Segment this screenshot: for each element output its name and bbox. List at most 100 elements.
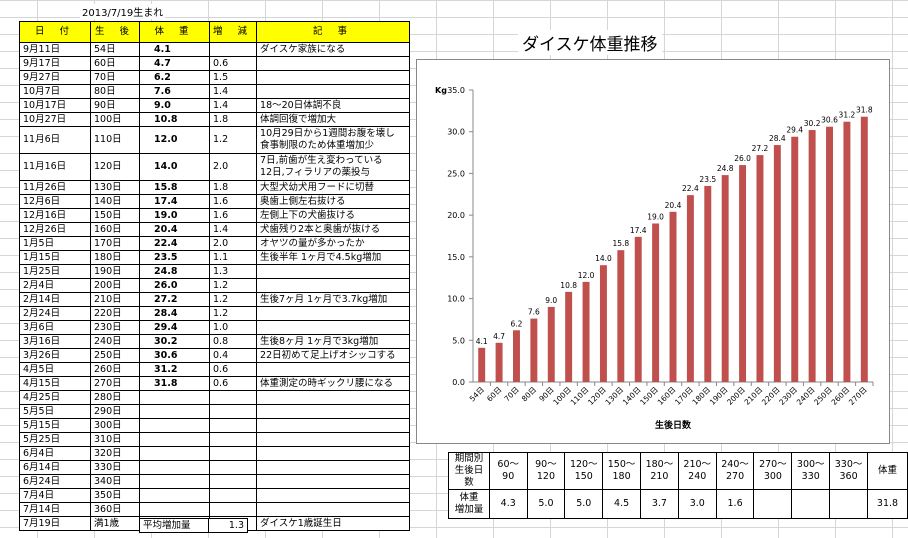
bar-data-label: 17.4	[630, 226, 647, 235]
log-note-line: ダイスケ1歳誕生日	[260, 517, 342, 529]
bar-data-label: 29.4	[786, 126, 803, 135]
log-change-cell: 2.0	[208, 236, 258, 251]
table-row: 10月7日 80日 7.6 1.4	[19, 84, 411, 99]
period-range-start: 270～	[759, 459, 787, 470]
bar-data-label: 15.8	[612, 239, 629, 248]
x-axis-label: 生後日数	[655, 419, 692, 431]
period-range-cell: 60～ 90	[488, 452, 528, 490]
log-weight-cell: 17.4	[139, 194, 210, 209]
log-age-cell: 310日	[90, 432, 140, 447]
period-gain-cell: 3.7	[640, 489, 679, 519]
log-age-cell: 280日	[90, 390, 140, 405]
log-age-cell: 320日	[90, 446, 140, 461]
current-weight-value: 31.8	[866, 489, 908, 519]
period-range-cell: 270～ 300	[753, 452, 793, 490]
table-row: 10月27日 100日 10.8 1.8 体調回復で増加大	[19, 112, 411, 127]
log-age-cell: 200日	[90, 278, 140, 293]
period-gain-cell: 1.6	[715, 489, 755, 519]
log-date-cell: 3月6日	[19, 320, 91, 335]
x-tick-label: 220日	[760, 385, 782, 407]
bar	[495, 342, 503, 382]
bar-data-label: 31.2	[839, 111, 856, 120]
y-tick-label: 0.0	[452, 378, 465, 387]
log-note-cell: 奥歯上側左右抜ける	[256, 194, 411, 209]
bar	[634, 236, 642, 382]
bar-data-label: 9.0	[545, 296, 557, 305]
period-range-cell: 300～ 330	[791, 452, 831, 490]
bar	[686, 195, 694, 382]
gain-row-label-line2: 増加量	[454, 504, 484, 515]
log-date-cell: 3月26日	[19, 348, 91, 363]
log-age-cell: 満1歳	[90, 516, 140, 531]
bar-data-label: 30.2	[804, 119, 821, 128]
period-range-cell: 90～ 120	[526, 452, 566, 490]
log-change-cell	[208, 460, 258, 475]
log-note-line: 犬歯残り2本と奥歯が抜ける	[260, 223, 381, 235]
log-change-cell: 1.0	[208, 320, 258, 335]
period-range-end: 150	[574, 471, 593, 482]
log-weight-cell	[139, 404, 210, 419]
log-date-cell: 11月16日	[19, 153, 91, 181]
table-row: 11月26日 130日 15.8 1.8 大型犬幼犬用フードに切替	[19, 180, 411, 195]
table-row: 7月14日 360日	[19, 502, 411, 517]
period-range-end: 120	[536, 471, 555, 482]
table-row: 4月5日 260日 31.2 0.6	[19, 362, 411, 377]
table-row: 1月25日 190日 24.8 1.3	[19, 264, 411, 279]
log-age-cell: 250日	[90, 348, 140, 363]
log-weight-cell: 22.4	[139, 236, 210, 251]
bar-data-label: 19.0	[647, 212, 664, 221]
period-range-end: 240	[688, 471, 707, 482]
log-date-cell: 7月4日	[19, 488, 91, 503]
bar-data-label: 4.7	[493, 332, 505, 341]
bar	[773, 145, 781, 382]
header-change: 増 減	[208, 21, 258, 43]
y-tick-label: 20.0	[447, 211, 465, 220]
log-change-cell: 1.2	[208, 306, 258, 321]
log-note-cell: 左側上下の犬歯抜ける	[256, 208, 411, 223]
bar	[721, 175, 729, 382]
log-age-cell: 130日	[90, 180, 140, 195]
log-change-cell: 1.3	[208, 264, 258, 279]
x-tick-label: 100日	[551, 385, 573, 407]
log-change-cell	[208, 474, 258, 489]
x-tick-label: 120日	[586, 385, 608, 407]
log-change-cell: 1.2	[208, 278, 258, 293]
bar	[530, 318, 538, 382]
log-date-cell: 5月15日	[19, 418, 91, 433]
period-range-start: 180～	[645, 459, 674, 470]
log-date-cell: 6月14日	[19, 460, 91, 475]
table-row: 5月25日 310日	[19, 432, 411, 447]
log-date-cell: 4月5日	[19, 362, 91, 377]
period-range-cell: 150～ 180	[602, 452, 641, 490]
period-range-end: 180	[612, 471, 631, 482]
log-date-cell: 10月7日	[19, 84, 91, 99]
log-change-cell: 1.2	[208, 292, 258, 307]
x-tick-label: 110日	[569, 385, 591, 407]
log-change-cell	[208, 432, 258, 447]
x-tick-label: 130日	[603, 385, 625, 407]
bar	[547, 306, 555, 382]
log-age-cell: 54日	[90, 42, 140, 57]
x-tick-label: 270日	[847, 385, 869, 407]
average-gain-label: 平均増加量	[139, 518, 209, 533]
period-gain-cell	[829, 489, 868, 519]
header-notes: 記 事	[256, 21, 411, 43]
log-age-cell: 230日	[90, 320, 140, 335]
weight-log-header: 日 付 生 後 体 重 増 減 記 事	[19, 21, 411, 43]
log-age-cell: 160日	[90, 222, 140, 237]
bar	[478, 347, 486, 382]
log-note-line: 22日初めて足上げオシッコする	[260, 349, 396, 361]
log-date-cell: 5月5日	[19, 404, 91, 419]
log-weight-cell: 31.2	[139, 362, 210, 377]
bar	[617, 250, 625, 382]
period-range-end: 300	[763, 471, 782, 482]
log-age-cell: 140日	[90, 194, 140, 209]
y-tick-label: 30.0	[447, 128, 465, 137]
log-note-cell	[256, 460, 411, 475]
log-weight-cell	[139, 488, 210, 503]
bar	[582, 281, 590, 382]
log-note-cell: 大型犬幼犬用フードに切替	[256, 180, 411, 195]
table-row: 12月16日 150日 19.0 1.6 左側上下の犬歯抜ける	[19, 208, 411, 223]
log-change-cell: 1.8	[208, 180, 258, 195]
weight-log-body: 9月11日 54日 4.1 ダイスケ家族になる 9月17日 60日 4.7 0.6 9月27日 7…	[19, 42, 411, 531]
